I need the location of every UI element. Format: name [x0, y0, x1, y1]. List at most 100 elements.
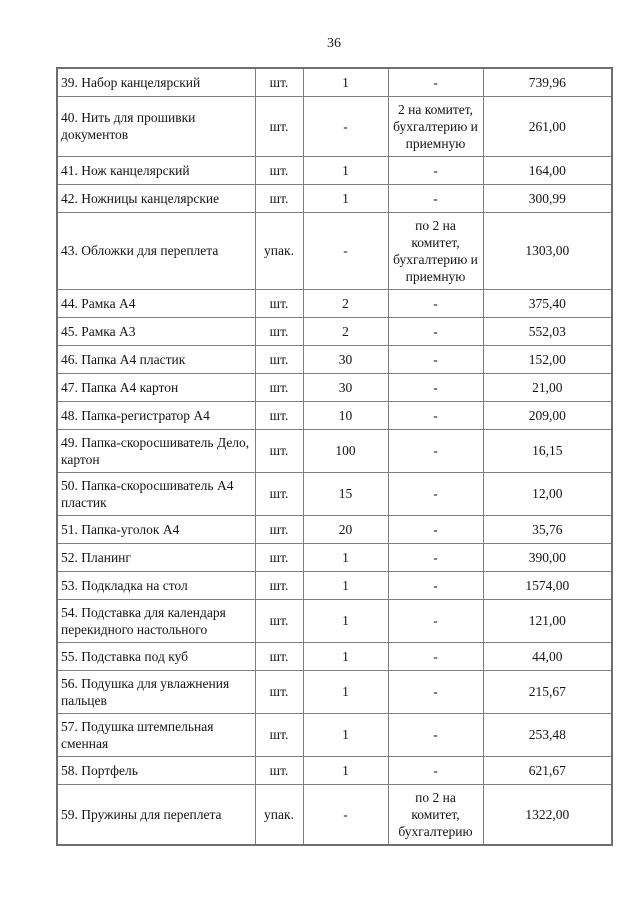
- cell-quantity: 1: [302, 669, 389, 714]
- cell-price: 552,03: [482, 316, 613, 346]
- supplies-table: 39. Набор канцелярский шт. 1 - 739,96 40…: [56, 67, 613, 846]
- cell-note: -: [387, 428, 484, 473]
- table-row: 57. Подушка штемпельная сменная шт. 1 - …: [56, 712, 613, 757]
- cell-price: 12,00: [482, 471, 613, 516]
- table-row: 52. Планинг шт. 1 - 390,00: [56, 542, 613, 572]
- cell-note: -: [387, 471, 484, 516]
- cell-price: 164,00: [482, 155, 613, 185]
- cell-price: 121,00: [482, 598, 613, 643]
- cell-item-name: 47. Папка А4 картон: [56, 372, 256, 402]
- cell-unit: шт.: [254, 344, 304, 374]
- cell-note: -: [387, 316, 484, 346]
- cell-note: -: [387, 155, 484, 185]
- table-row: 51. Папка-уголок А4 шт. 20 - 35,76: [56, 514, 613, 544]
- cell-unit: шт.: [254, 542, 304, 572]
- cell-item-name: 44. Рамка А4: [56, 288, 256, 318]
- cell-unit: шт.: [254, 641, 304, 671]
- cell-item-name: 39. Набор канцелярский: [56, 67, 256, 97]
- page-number: 36: [327, 36, 341, 51]
- cell-item-name: 46. Папка А4 пластик: [56, 344, 256, 374]
- cell-price: 739,96: [482, 67, 613, 97]
- cell-unit: шт.: [254, 372, 304, 402]
- cell-item-name: 48. Папка-регистратор А4: [56, 400, 256, 430]
- cell-price: 261,00: [482, 95, 613, 157]
- cell-item-name: 45. Рамка А3: [56, 316, 256, 346]
- table-row: 41. Нож канцелярский шт. 1 - 164,00: [56, 155, 613, 185]
- cell-unit: шт.: [254, 155, 304, 185]
- cell-price: 35,76: [482, 514, 613, 544]
- cell-quantity: -: [302, 95, 389, 157]
- cell-note: -: [387, 67, 484, 97]
- table-row: 49. Папка-скоросшиватель Дело, картон шт…: [56, 428, 613, 473]
- cell-unit: шт.: [254, 183, 304, 213]
- cell-unit: шт.: [254, 400, 304, 430]
- cell-item-name: 40. Нить для прошивки документов: [56, 95, 256, 157]
- cell-note: -: [387, 755, 484, 785]
- cell-quantity: 2: [302, 316, 389, 346]
- table-row: 39. Набор канцелярский шт. 1 - 739,96: [56, 67, 613, 97]
- table-row: 56. Подушка для увлажнения пальцев шт. 1…: [56, 669, 613, 714]
- cell-quantity: -: [302, 211, 389, 290]
- cell-unit: шт.: [254, 288, 304, 318]
- cell-item-name: 50. Папка-скоросшиватель А4 пластик: [56, 471, 256, 516]
- cell-price: 16,15: [482, 428, 613, 473]
- table-row: 46. Папка А4 пластик шт. 30 - 152,00: [56, 344, 613, 374]
- cell-price: 215,67: [482, 669, 613, 714]
- cell-item-name: 59. Пружины для переплета: [56, 783, 256, 845]
- cell-note: -: [387, 344, 484, 374]
- cell-unit: упак.: [254, 211, 304, 290]
- cell-quantity: 1: [302, 598, 389, 643]
- cell-quantity: 1: [302, 641, 389, 671]
- cell-unit: шт.: [254, 514, 304, 544]
- cell-note: -: [387, 183, 484, 213]
- cell-item-name: 49. Папка-скоросшиватель Дело, картон: [56, 428, 256, 473]
- cell-price: 621,67: [482, 755, 613, 785]
- cell-quantity: 1: [302, 155, 389, 185]
- cell-price: 390,00: [482, 542, 613, 572]
- table-row: 58. Портфель шт. 1 - 621,67: [56, 755, 613, 785]
- cell-note: 2 на комитет, бухгалтерию и приемную: [387, 95, 484, 157]
- table-row: 40. Нить для прошивки документов шт. - 2…: [56, 95, 613, 157]
- cell-note: -: [387, 288, 484, 318]
- cell-unit: шт.: [254, 471, 304, 516]
- cell-item-name: 52. Планинг: [56, 542, 256, 572]
- table-row: 59. Пружины для переплета упак. - по 2 н…: [56, 783, 613, 845]
- cell-unit: шт.: [254, 669, 304, 714]
- cell-quantity: 1: [302, 183, 389, 213]
- cell-quantity: 1: [302, 542, 389, 572]
- cell-price: 209,00: [482, 400, 613, 430]
- cell-unit: шт.: [254, 712, 304, 757]
- cell-item-name: 55. Подставка под куб: [56, 641, 256, 671]
- table-row: 55. Подставка под куб шт. 1 - 44,00: [56, 641, 613, 671]
- cell-item-name: 41. Нож канцелярский: [56, 155, 256, 185]
- cell-price: 300,99: [482, 183, 613, 213]
- cell-price: 21,00: [482, 372, 613, 402]
- cell-note: -: [387, 570, 484, 600]
- cell-note: -: [387, 400, 484, 430]
- cell-item-name: 53. Подкладка на стол: [56, 570, 256, 600]
- cell-unit: шт.: [254, 428, 304, 473]
- table-row: 45. Рамка А3 шт. 2 - 552,03: [56, 316, 613, 346]
- cell-unit: шт.: [254, 598, 304, 643]
- cell-item-name: 57. Подушка штемпельная сменная: [56, 712, 256, 757]
- cell-price: 1574,00: [482, 570, 613, 600]
- cell-note: -: [387, 514, 484, 544]
- cell-quantity: 100: [302, 428, 389, 473]
- cell-note: -: [387, 669, 484, 714]
- cell-quantity: 1: [302, 570, 389, 600]
- table-row: 42. Ножницы канцелярские шт. 1 - 300,99: [56, 183, 613, 213]
- cell-item-name: 56. Подушка для увлажнения пальцев: [56, 669, 256, 714]
- cell-note: по 2 на комитет, бухгалтерию и приемную: [387, 211, 484, 290]
- cell-quantity: -: [302, 783, 389, 845]
- table-row: 48. Папка-регистратор А4 шт. 10 - 209,00: [56, 400, 613, 430]
- cell-unit: шт.: [254, 755, 304, 785]
- cell-quantity: 10: [302, 400, 389, 430]
- cell-unit: шт.: [254, 570, 304, 600]
- cell-quantity: 1: [302, 755, 389, 785]
- cell-note: -: [387, 542, 484, 572]
- cell-item-name: 51. Папка-уголок А4: [56, 514, 256, 544]
- cell-note: по 2 на комитет, бухгалтерию: [387, 783, 484, 845]
- cell-quantity: 2: [302, 288, 389, 318]
- cell-quantity: 30: [302, 344, 389, 374]
